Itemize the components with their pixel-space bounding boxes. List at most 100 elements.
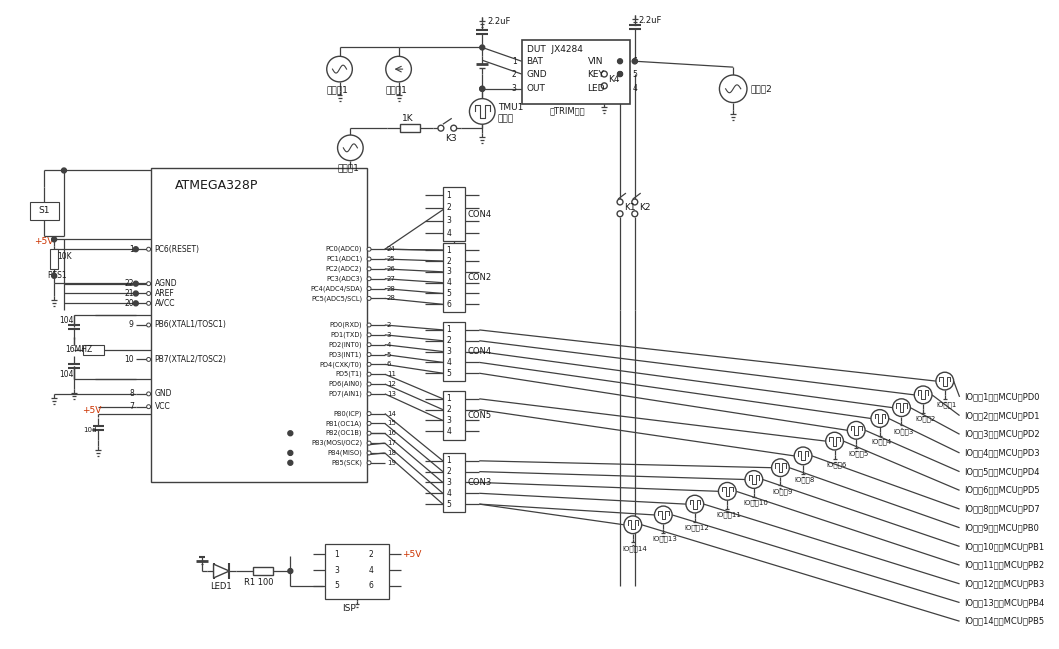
Circle shape <box>718 482 736 500</box>
Text: 5: 5 <box>633 69 638 79</box>
Text: PC3(ADC3): PC3(ADC3) <box>326 275 362 282</box>
Circle shape <box>632 59 638 64</box>
Text: VIN: VIN <box>588 56 603 66</box>
Text: 104: 104 <box>59 370 73 379</box>
Bar <box>522 40 630 104</box>
Text: BAT: BAT <box>526 56 543 66</box>
Text: IO端口11对应MCU的PB2: IO端口11对应MCU的PB2 <box>965 561 1044 570</box>
Text: PD5(T1): PD5(T1) <box>336 371 362 378</box>
Text: 3: 3 <box>446 216 451 225</box>
Circle shape <box>367 421 371 425</box>
Text: 3: 3 <box>446 416 451 425</box>
Text: 6: 6 <box>369 582 374 591</box>
Text: IO端口1对应MCU的PD0: IO端口1对应MCU的PD0 <box>965 393 1040 401</box>
Circle shape <box>52 273 56 278</box>
Text: AGND: AGND <box>155 279 177 288</box>
Circle shape <box>133 291 139 296</box>
Text: 25: 25 <box>387 256 395 262</box>
Circle shape <box>451 125 456 131</box>
Text: PD6(AIN0): PD6(AIN0) <box>328 381 362 387</box>
Circle shape <box>632 199 638 205</box>
Text: CON4: CON4 <box>467 347 491 356</box>
Text: 22: 22 <box>124 279 133 288</box>
Circle shape <box>469 99 495 124</box>
Text: 5: 5 <box>335 582 339 591</box>
Text: K4: K4 <box>608 75 620 84</box>
Circle shape <box>367 257 371 261</box>
Text: AVCC: AVCC <box>155 299 175 308</box>
Text: 3: 3 <box>446 347 451 356</box>
Text: +5V: +5V <box>402 550 421 559</box>
Circle shape <box>146 301 150 305</box>
Text: 被TRIM芯片: 被TRIM芯片 <box>550 106 585 115</box>
Text: 15: 15 <box>387 421 396 426</box>
Text: 16MHZ: 16MHZ <box>65 345 92 354</box>
Text: PC1(ADC1): PC1(ADC1) <box>326 256 362 262</box>
Circle shape <box>367 432 371 435</box>
Text: 5: 5 <box>387 352 391 358</box>
Text: PB3(MOSI/OC2): PB3(MOSI/OC2) <box>311 440 362 447</box>
Text: 2.2uF: 2.2uF <box>487 18 510 27</box>
Text: 1: 1 <box>335 550 339 559</box>
Text: 1: 1 <box>447 191 451 200</box>
Text: VCC: VCC <box>155 402 170 411</box>
Circle shape <box>367 441 371 445</box>
Text: LED: LED <box>588 84 605 93</box>
Circle shape <box>632 211 638 217</box>
Text: IO端口13对应MCU的PB4: IO端口13对应MCU的PB4 <box>965 598 1045 607</box>
Circle shape <box>719 75 747 103</box>
Circle shape <box>686 495 703 513</box>
Circle shape <box>367 333 371 337</box>
Circle shape <box>146 392 150 396</box>
Text: IO端口6: IO端口6 <box>826 461 847 468</box>
Text: 1: 1 <box>129 245 133 254</box>
Text: 2: 2 <box>447 256 451 265</box>
Text: 6: 6 <box>633 56 638 66</box>
Circle shape <box>480 86 485 92</box>
Text: OUT: OUT <box>526 84 545 93</box>
Text: 电压源2: 电压源2 <box>751 84 773 93</box>
Circle shape <box>133 247 139 252</box>
Text: 5: 5 <box>446 289 451 298</box>
Text: 4: 4 <box>369 565 374 574</box>
Text: PC6(RESET): PC6(RESET) <box>155 245 199 254</box>
Text: 3: 3 <box>335 565 339 574</box>
Text: TMU1: TMU1 <box>498 103 523 112</box>
Text: IO端口10对应MCU的PB1: IO端口10对应MCU的PB1 <box>965 542 1044 551</box>
Text: 电流源1: 电流源1 <box>385 85 408 94</box>
Text: PB1(OC1A): PB1(OC1A) <box>326 420 362 426</box>
Circle shape <box>772 459 789 476</box>
Bar <box>443 243 465 312</box>
Circle shape <box>438 125 444 131</box>
Circle shape <box>385 56 411 82</box>
Text: 3: 3 <box>511 84 517 93</box>
Text: IO端口5: IO端口5 <box>848 450 868 458</box>
Text: IO端口1: IO端口1 <box>936 401 957 408</box>
Circle shape <box>914 386 932 404</box>
Text: 4: 4 <box>446 278 451 287</box>
Text: IO端口12对应MCU的PB3: IO端口12对应MCU的PB3 <box>965 580 1045 589</box>
Text: 6: 6 <box>387 361 391 367</box>
Text: 104: 104 <box>59 315 73 324</box>
Bar <box>253 567 273 575</box>
Circle shape <box>367 287 371 291</box>
Text: PC5(ADC5/SCL): PC5(ADC5/SCL) <box>311 295 362 302</box>
Text: 电压源1: 电压源1 <box>327 85 348 94</box>
Text: IO端口5对应MCU的PD4: IO端口5对应MCU的PD4 <box>965 467 1040 476</box>
Bar <box>443 453 465 512</box>
Circle shape <box>746 471 762 488</box>
Text: 2: 2 <box>387 322 391 328</box>
Circle shape <box>480 45 485 50</box>
Circle shape <box>61 168 67 173</box>
Text: 13: 13 <box>387 391 396 397</box>
Text: AREF: AREF <box>155 289 175 298</box>
Text: 7: 7 <box>129 402 133 411</box>
Text: 1: 1 <box>511 56 517 66</box>
Text: CON2: CON2 <box>467 273 491 282</box>
Circle shape <box>146 291 150 295</box>
Text: PD0(RXD): PD0(RXD) <box>329 322 362 328</box>
Text: IO端口8对应MCU的PD7: IO端口8对应MCU的PD7 <box>965 504 1040 513</box>
Circle shape <box>146 323 150 327</box>
Circle shape <box>826 432 843 450</box>
Circle shape <box>847 421 865 439</box>
